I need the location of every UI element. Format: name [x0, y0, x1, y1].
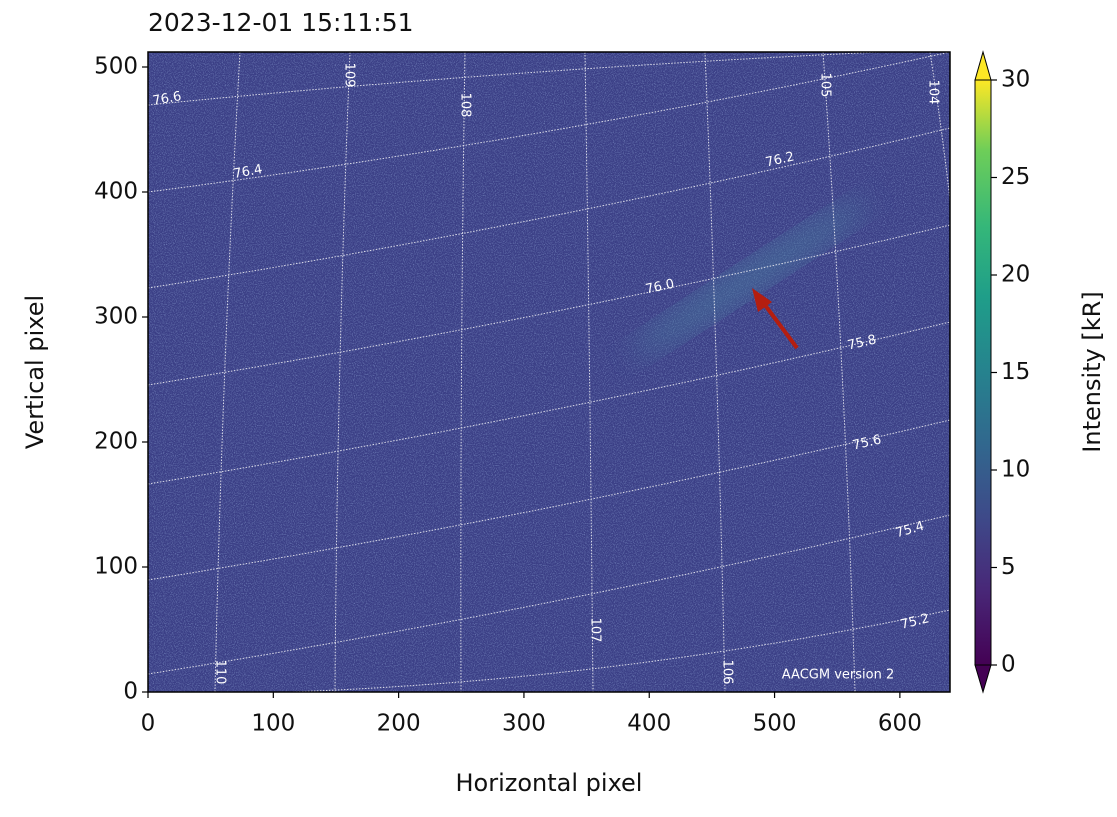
y-tick-label: 400: [94, 179, 138, 205]
latitude-label: 76.0: [644, 277, 675, 298]
longitude-label: 109: [342, 63, 357, 88]
latitude-label: 75.2: [899, 611, 931, 633]
colorbar-tick-label: 20: [1001, 262, 1030, 288]
x-tick-label: 0: [141, 711, 156, 737]
latitude-label: 75.8: [846, 332, 878, 353]
x-tick-label: 600: [878, 711, 922, 737]
longitude-label: 107: [588, 618, 603, 643]
colorbar-tick-label: 25: [1001, 164, 1030, 190]
colorbar-tick-label: 10: [1001, 457, 1030, 483]
x-axis-label: Horizontal pixel: [456, 769, 643, 797]
y-tick-label: 300: [94, 304, 138, 330]
latitude-label: 76.2: [764, 149, 796, 170]
x-tick-label: 400: [627, 711, 671, 737]
x-tick-label: 100: [251, 711, 295, 737]
colorbar: [974, 50, 992, 694]
arrow: [752, 288, 799, 350]
longitude-label: 108: [458, 93, 473, 118]
y-axis-label: Vertical pixel: [21, 295, 49, 449]
image: [148, 52, 950, 692]
longitude-label: 105: [818, 73, 833, 98]
longitude-label: 106: [720, 660, 735, 685]
longitude-label: 104: [926, 80, 941, 105]
latitude-label: 76.6: [151, 89, 182, 109]
x-tick-label: 300: [502, 711, 546, 737]
longitude-label: 110: [213, 660, 228, 685]
colorbar-tick-label: 15: [1001, 359, 1030, 385]
y-tick-label: 200: [94, 429, 138, 455]
coordinate-grid: [148, 52, 950, 692]
x-tick-label: 500: [753, 711, 797, 737]
colorbar-tick-label: 30: [1001, 67, 1030, 93]
x-tick-label: 200: [377, 711, 421, 737]
latitude-label: 75.6: [851, 432, 883, 453]
annotation: AACGM version 2: [782, 668, 894, 683]
plot-frame: [147, 51, 951, 693]
latitude-label: 76.4: [232, 162, 263, 182]
y-tick-label: 0: [123, 679, 138, 705]
colorbar-label: Intensity [kR]: [1078, 291, 1106, 452]
y-tick-label: 500: [94, 54, 138, 80]
aurora-arc: [632, 200, 868, 356]
chart-title: 2023-12-01 15:11:51: [148, 8, 414, 37]
colorbar-tick-label: 5: [1001, 554, 1016, 580]
colorbar-tick-label: 0: [1001, 652, 1016, 678]
y-tick-label: 100: [94, 554, 138, 580]
